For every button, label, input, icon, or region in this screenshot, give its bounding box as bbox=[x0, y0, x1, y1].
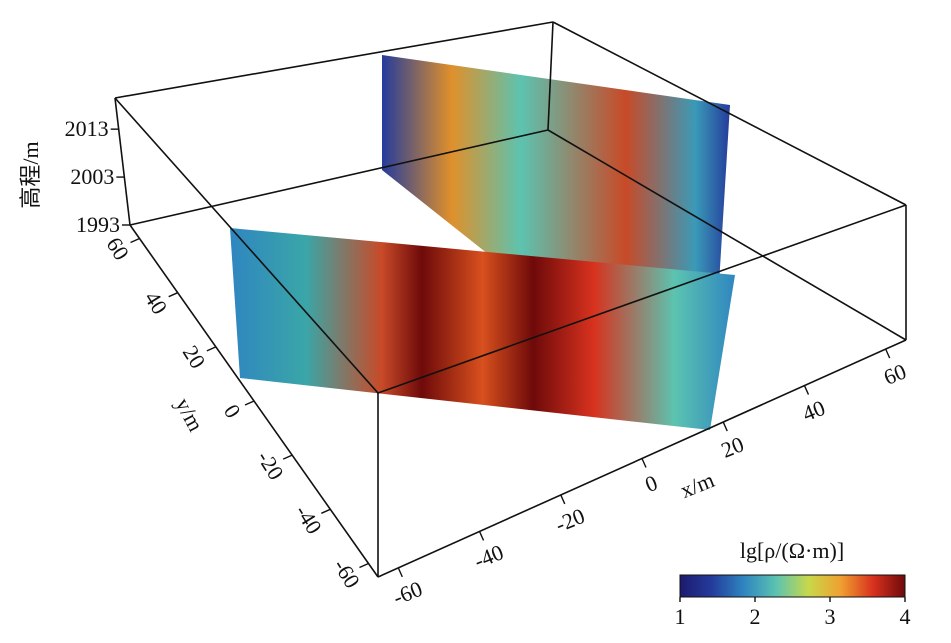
box-edge bbox=[129, 129, 549, 226]
y-tick bbox=[130, 237, 140, 244]
y-tick-label: -20 bbox=[252, 446, 289, 484]
y-tick bbox=[168, 292, 178, 298]
colorbar-tick-label: 4 bbox=[900, 604, 911, 629]
y-tick-label: -60 bbox=[328, 554, 365, 592]
x-tick bbox=[722, 421, 728, 432]
colorbar-label: lg[ρ/(Ω·m)] bbox=[740, 538, 844, 563]
x-tick-label: 40 bbox=[799, 395, 829, 426]
box-edge bbox=[114, 21, 554, 99]
y-tick-label: 40 bbox=[140, 287, 173, 319]
y-tick bbox=[282, 454, 293, 460]
colorbar-tick-label: 2 bbox=[750, 604, 761, 629]
x-tick bbox=[885, 348, 891, 359]
y-tick bbox=[244, 400, 255, 406]
y-tick-label: -40 bbox=[290, 500, 327, 538]
colorbar bbox=[679, 574, 906, 598]
x-tick bbox=[478, 531, 485, 541]
x-tick-label: 0 bbox=[641, 470, 661, 497]
z-tick-label: 1993 bbox=[76, 212, 120, 237]
y-tick-label: 60 bbox=[101, 233, 134, 265]
box-edge bbox=[377, 204, 907, 394]
colorbar-tick-label: 1 bbox=[675, 604, 686, 629]
z-tick-label: 2003 bbox=[70, 164, 114, 189]
box-edge bbox=[547, 129, 907, 341]
x-axis-label: x/m bbox=[677, 467, 718, 503]
y-axis-label: y/m bbox=[171, 393, 209, 435]
box-edge bbox=[547, 21, 554, 131]
z-axis-label: 高程/m bbox=[18, 141, 43, 208]
y-tick-label: 0 bbox=[219, 400, 246, 423]
x-tick bbox=[397, 567, 403, 578]
x-tick bbox=[560, 494, 566, 505]
y-tick bbox=[359, 562, 369, 569]
slice-y bbox=[230, 228, 735, 430]
box-edge bbox=[114, 97, 379, 394]
x-tick-label: -40 bbox=[470, 539, 507, 573]
z-tick-label: 2013 bbox=[65, 116, 109, 141]
x-tick-label: -20 bbox=[552, 503, 589, 537]
box-edge bbox=[114, 97, 131, 226]
x-tick bbox=[641, 458, 647, 468]
x-tick-label: 60 bbox=[880, 358, 910, 389]
y-tick bbox=[206, 346, 217, 352]
y-tick bbox=[321, 508, 331, 514]
y-tick-label: 20 bbox=[178, 341, 211, 373]
x-tick bbox=[803, 385, 810, 395]
x-tick-label: 20 bbox=[718, 431, 748, 462]
colorbar-tick-label: 3 bbox=[825, 604, 836, 629]
x-tick-label: -60 bbox=[389, 576, 426, 610]
box-edge bbox=[552, 21, 907, 206]
